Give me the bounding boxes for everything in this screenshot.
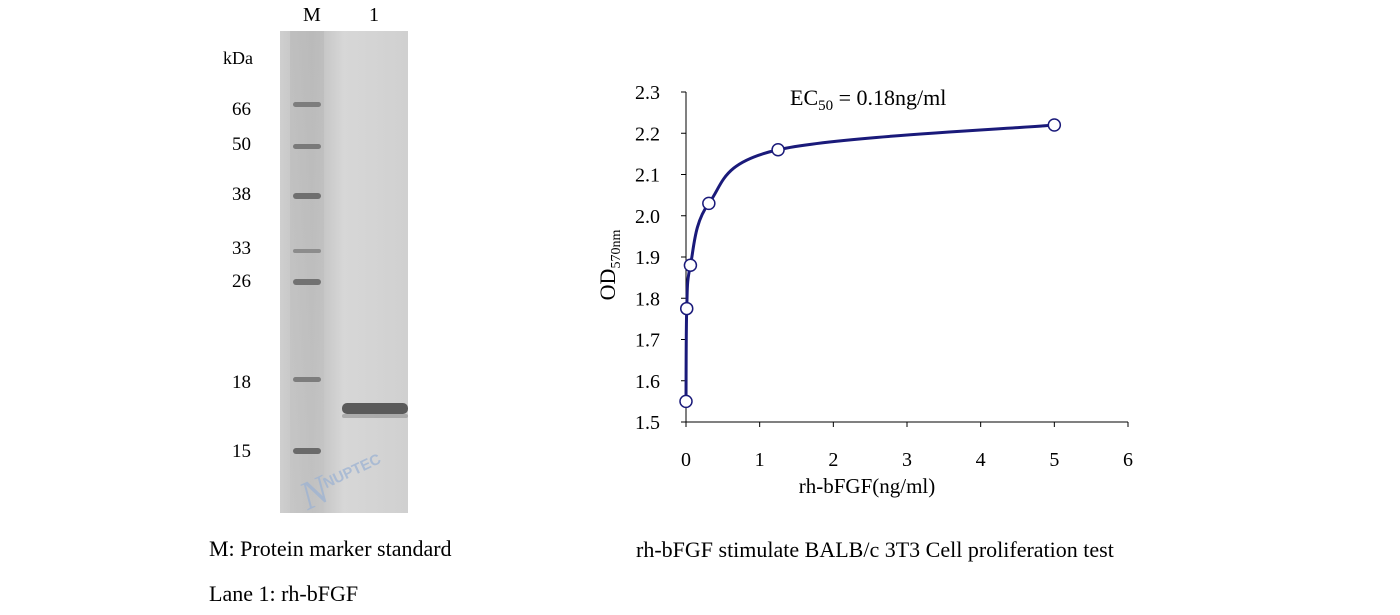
caption-marker: M: Protein marker standard [209,536,452,561]
y-tick-label: 1.9 [635,247,660,269]
caption-lane: Lane 1: rh-bFGF [209,581,359,606]
x-tick-label: 6 [1123,449,1133,471]
marker-label-50: 50 [232,134,251,155]
x-tick-labels: 0 1 2 3 4 5 6 [681,449,1133,471]
marker-label-38: 38 [232,184,251,205]
x-tick-label: 1 [755,449,765,471]
gel-panel: M 1 kDa 66 50 38 33 26 18 15 [200,0,530,615]
data-points [679,118,1062,409]
x-tick-label: 5 [1049,449,1059,471]
marker-label-15: 15 [232,441,251,462]
marker-label-18: 18 [232,372,251,393]
lane-label-1: 1 [369,4,379,26]
data-point [702,196,716,211]
y-tick-label: 1.7 [635,330,660,352]
data-point [683,258,698,272]
marker-band-50 [293,144,321,149]
y-tick-label: 1.8 [635,288,660,310]
proliferation-chart: 1.5 1.6 1.7 1.8 1.9 2.0 2.1 2.2 2.3 0 1 2 3 4 5 6 EC50… [595,82,1133,498]
gel-image: N NUPTEC [280,31,408,513]
marker-band-15 [293,448,321,454]
y-tick-label: 2.0 [635,206,660,228]
figure-caption: rh-bFGF stimulate BALB/c 3T3 Cell prolif… [636,537,1114,562]
marker-label-26: 26 [232,271,251,292]
marker-band-26 [293,279,321,285]
sample-band-rh-bfgf [342,403,408,414]
data-point [679,301,694,316]
y-tick-labels: 1.5 1.6 1.7 1.8 1.9 2.0 2.1 2.2 2.3 [635,82,660,434]
marker-band-18 [293,377,321,382]
y-tick-label: 2.2 [635,123,660,145]
y-tick-label: 2.1 [635,165,660,187]
marker-band-66 [293,102,321,107]
y-tick-label: 1.5 [635,412,660,434]
x-tick-label: 3 [902,449,912,471]
chart-axes [681,91,1129,427]
x-tick-label: 4 [976,449,986,471]
x-tick-label: 2 [828,449,838,471]
lane-label-m: M [303,4,321,26]
y-tick-label: 2.3 [635,82,660,104]
x-tick-label: 0 [681,449,691,471]
marker-lane [290,31,324,513]
sample-band-shadow [342,414,408,418]
data-point [679,394,693,409]
data-point [1047,118,1062,132]
data-point [771,143,785,157]
marker-label-66: 66 [232,99,251,120]
y-tick-label: 1.6 [635,371,660,393]
x-axis-label: rh-bFGF(ng/ml) [799,474,936,498]
kda-unit-label: kDa [223,48,253,68]
marker-band-33 [293,249,321,253]
series-curve [684,123,1055,402]
ec50-annotation: EC50 = 0.18ng/ml [790,85,946,114]
marker-band-38 [293,193,321,199]
marker-label-33: 33 [232,238,251,259]
y-axis-label: OD570nm [595,230,624,301]
